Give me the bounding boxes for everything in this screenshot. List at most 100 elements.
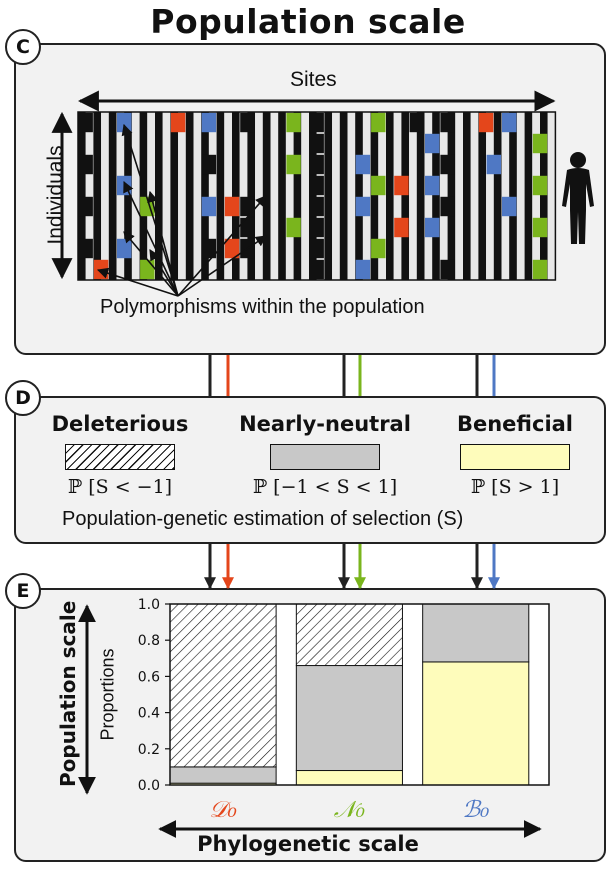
pointer-arrow <box>123 231 179 297</box>
grid-cell <box>332 113 339 132</box>
polymorphism-mark <box>409 112 424 133</box>
grid-column <box>124 112 132 280</box>
grid-cell <box>271 134 278 153</box>
grid-cell <box>286 134 293 153</box>
grid-cell <box>502 155 509 174</box>
grid-cell <box>178 155 185 174</box>
grid-cell <box>502 218 509 237</box>
polymorphism-mark <box>286 112 301 133</box>
grid-cell <box>471 239 478 258</box>
grid-cell <box>456 197 463 216</box>
grid-column <box>324 112 333 280</box>
grid-cell <box>440 239 447 258</box>
grid-cell <box>286 260 293 279</box>
grid-column <box>162 112 171 280</box>
category-nearly-neutral: Nearly-neutral ℙ [−1 < S < 1] <box>225 412 425 498</box>
grid-cell <box>394 239 401 258</box>
grid-cell <box>271 239 278 258</box>
grid-cell <box>178 176 185 195</box>
polymorphism-mark <box>286 154 301 175</box>
grid-cell <box>132 218 139 237</box>
grid-cell <box>101 197 108 216</box>
y-tick-label: 0.4 <box>138 706 160 722</box>
grid-cell <box>471 197 478 216</box>
grid-cell <box>394 113 401 132</box>
grid-cell <box>348 113 355 132</box>
polymorphism-mark <box>532 217 548 238</box>
grid-cell <box>302 260 309 279</box>
grid-cell <box>332 176 339 195</box>
grid-cell <box>379 134 386 153</box>
y-tick-label: 0.0 <box>138 778 160 794</box>
grid-cell <box>101 218 108 237</box>
category-label: ℬ₀ <box>462 797 489 823</box>
grid-column <box>131 112 140 280</box>
grid-cell <box>332 155 339 174</box>
grid-cell <box>101 134 108 153</box>
swatch-grey <box>270 444 380 470</box>
grid-column <box>532 112 540 280</box>
grid-cell <box>132 113 139 132</box>
grid-cell <box>225 260 232 279</box>
grid-cell <box>456 113 463 132</box>
polymorphism-mark <box>309 175 324 196</box>
grid-column <box>432 112 440 280</box>
grid-column <box>93 112 102 280</box>
grid-cell <box>132 260 139 279</box>
grid-cell <box>348 260 355 279</box>
grid-cell <box>348 155 355 174</box>
grid-column <box>347 112 356 280</box>
grid-cell <box>425 239 432 258</box>
grid-column <box>547 112 556 280</box>
polymorphism-mark <box>224 238 240 259</box>
grid-column <box>439 112 448 280</box>
grid-cell <box>178 260 185 279</box>
grid-cell <box>148 134 155 153</box>
polymorphism-mark <box>440 154 455 175</box>
grid-cell <box>409 239 416 258</box>
grid-cell <box>163 134 170 153</box>
polymorphism-mark <box>440 196 455 217</box>
grid-cell <box>209 134 216 153</box>
grid-cell <box>240 155 247 174</box>
grid-cell <box>348 239 355 258</box>
grid-cell <box>332 260 339 279</box>
polymorphism-mark <box>394 217 409 238</box>
grid-cell <box>363 176 370 195</box>
polymorphism-mark <box>201 196 217 217</box>
grid-cell <box>394 260 401 279</box>
grid-cell <box>163 218 170 237</box>
y-tick-label: 0.6 <box>138 669 160 685</box>
grid-column <box>493 112 502 280</box>
grid-column <box>386 112 394 280</box>
polymorphism-mark <box>371 238 386 259</box>
grid-cell <box>363 218 370 237</box>
grid-cell <box>255 113 262 132</box>
grid-column <box>116 112 125 280</box>
grid-column <box>155 112 163 280</box>
polymorphism-mark <box>309 238 324 259</box>
category-probability: ℙ [−1 < S < 1] <box>252 476 398 498</box>
grid-cell <box>178 218 185 237</box>
polymorphism-mark <box>371 175 386 196</box>
grid-cell <box>425 113 432 132</box>
grid-cell <box>86 218 93 237</box>
category-name: Deleterious <box>51 412 189 436</box>
grid-cell <box>548 239 555 258</box>
polymorphism-mark <box>201 112 217 133</box>
grid-cell <box>517 155 524 174</box>
grid-cell <box>348 134 355 153</box>
grid-column <box>447 112 456 280</box>
grid-cell <box>548 197 555 216</box>
grid-cell <box>533 197 540 216</box>
grid-cell <box>302 218 309 237</box>
pointer-arrow <box>96 267 179 297</box>
polymorphism-mark <box>478 112 494 133</box>
grid-cell <box>486 197 493 216</box>
grid-column <box>455 112 463 280</box>
grid-column <box>208 112 217 280</box>
grid-cell <box>533 155 540 174</box>
grid-cell <box>440 218 447 237</box>
grid-column <box>516 112 525 280</box>
